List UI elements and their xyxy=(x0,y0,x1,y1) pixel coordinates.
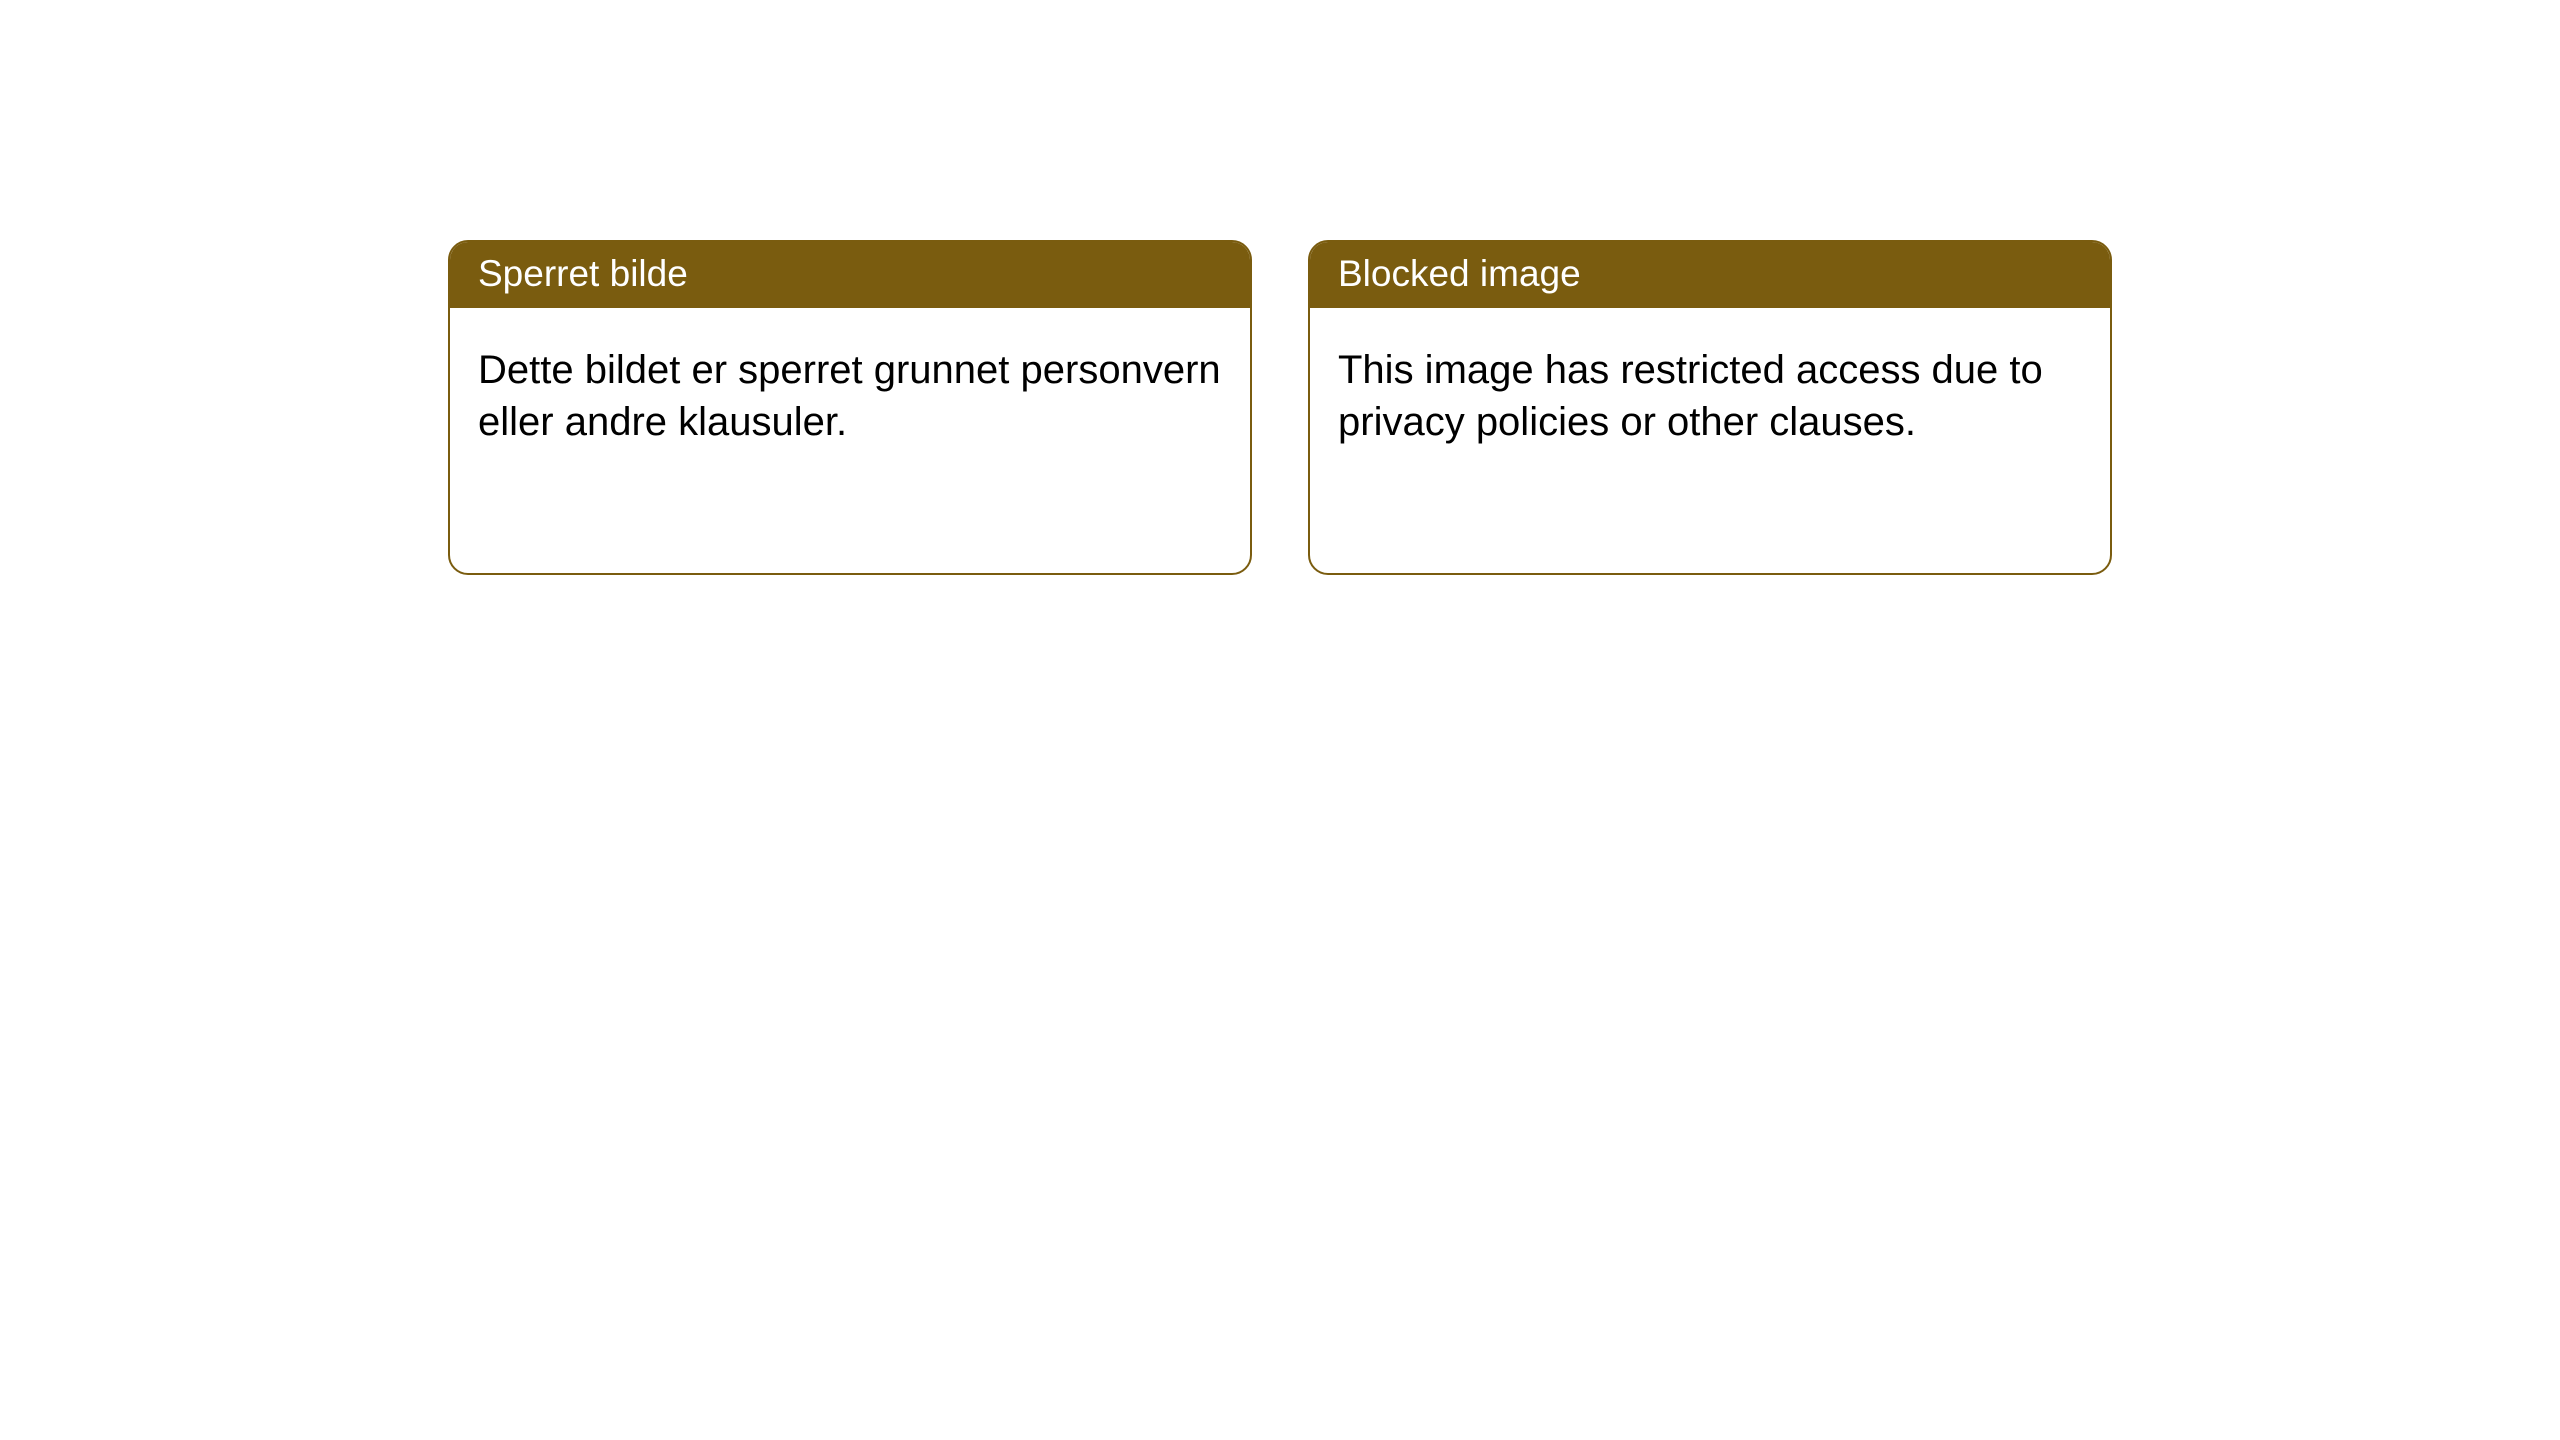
card-header: Blocked image xyxy=(1310,242,2110,308)
notice-card-english: Blocked image This image has restricted … xyxy=(1308,240,2112,575)
card-body-text: Dette bildet er sperret grunnet personve… xyxy=(478,348,1221,444)
card-body: Dette bildet er sperret grunnet personve… xyxy=(450,308,1250,476)
card-title: Sperret bilde xyxy=(478,253,688,294)
notice-container: Sperret bilde Dette bildet er sperret gr… xyxy=(0,0,2560,575)
notice-card-norwegian: Sperret bilde Dette bildet er sperret gr… xyxy=(448,240,1252,575)
card-body: This image has restricted access due to … xyxy=(1310,308,2110,476)
card-body-text: This image has restricted access due to … xyxy=(1338,348,2043,444)
card-header: Sperret bilde xyxy=(450,242,1250,308)
card-title: Blocked image xyxy=(1338,253,1581,294)
